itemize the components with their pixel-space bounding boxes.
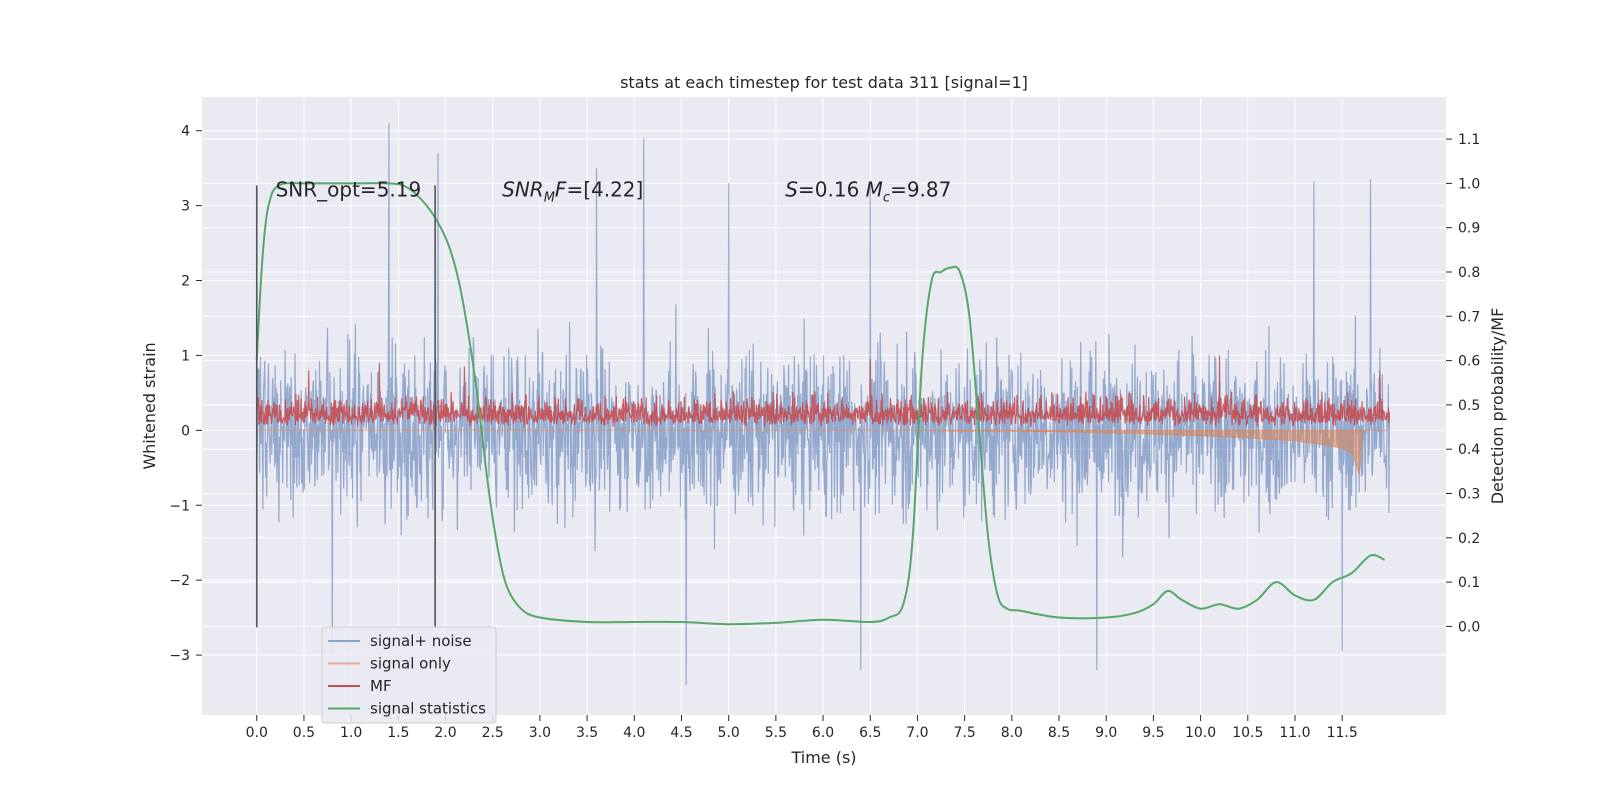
y-tick-label: 4 bbox=[181, 124, 190, 140]
x-tick-label: 11.5 bbox=[1327, 725, 1358, 741]
x-tick-label: 9.0 bbox=[1095, 725, 1117, 741]
y-tick-label: 0 bbox=[181, 423, 190, 439]
signal-noise-series bbox=[256, 123, 1390, 686]
x-tick-label: 5.0 bbox=[718, 725, 740, 741]
x-tick-label: 9.5 bbox=[1142, 725, 1164, 741]
y-right-tick-label: 0.4 bbox=[1458, 442, 1480, 458]
mc-symbol: M bbox=[866, 178, 883, 202]
x-axis: 0.0 0.5 1.0 1.5 2.0 2.5 3.0 3.5 4.0 4.5 5.0 5.5 6.0 6… bbox=[246, 715, 1358, 741]
y-right-tick-label: 0.5 bbox=[1458, 398, 1480, 414]
s-symbol: S bbox=[785, 178, 798, 202]
legend-box bbox=[321, 626, 497, 724]
snr-subscript: M bbox=[544, 191, 555, 206]
legend-label: signal statistics bbox=[370, 700, 486, 718]
mf-series bbox=[256, 355, 1390, 428]
y-right-tick-label: 0.1 bbox=[1458, 575, 1480, 591]
x-tick-label: 1.5 bbox=[387, 725, 409, 741]
x-tick-label: 5.5 bbox=[765, 725, 787, 741]
x-tick-label: 6.0 bbox=[812, 725, 834, 741]
vertical-markers bbox=[255, 185, 436, 628]
x-tick-label: 11.0 bbox=[1279, 725, 1310, 741]
legend-label: MF bbox=[370, 677, 392, 695]
legend-label: signal+ noise bbox=[370, 632, 472, 650]
y-tick-label: 3 bbox=[181, 199, 190, 215]
y-axis-right: 0.0 0.1 0.2 0.3 0.4 0.5 0.6 0.7 0.8 0.9 1.0 1.1 bbox=[1446, 132, 1480, 635]
y-right-tick-label: 0.8 bbox=[1458, 265, 1480, 281]
y-right-tick-label: 0.9 bbox=[1458, 221, 1480, 237]
y-axis-title-left: Whitened strain bbox=[140, 342, 159, 469]
x-tick-label: 7.5 bbox=[954, 725, 976, 741]
x-tick-label: 0.0 bbox=[246, 725, 268, 741]
y-tick-label: −1 bbox=[169, 498, 190, 514]
signal-only-series bbox=[256, 429, 1390, 476]
y-right-tick-label: 0.3 bbox=[1458, 486, 1480, 502]
legend: signal+ noise signal only MF signal statist… bbox=[321, 626, 497, 724]
x-tick-label: 6.5 bbox=[859, 725, 881, 741]
snr-mf-annotation: SNRMF=[4.22] bbox=[502, 178, 643, 206]
y-tick-label: −2 bbox=[169, 573, 190, 589]
x-tick-label: 8.5 bbox=[1048, 725, 1070, 741]
y-tick-label: −3 bbox=[169, 648, 190, 664]
y-axis-left: −3 −2 −1 0 1 2 3 4 bbox=[169, 124, 202, 664]
s-value: =0.16 bbox=[798, 178, 866, 202]
s-mc-annotation: S=0.16 Mc=9.87 bbox=[785, 178, 951, 206]
y-axis-title-right: Detection probability/MF bbox=[1488, 308, 1507, 505]
y-right-tick-label: 0.7 bbox=[1458, 309, 1480, 325]
y-right-tick-label: 1.0 bbox=[1458, 176, 1480, 192]
x-tick-label: 10.0 bbox=[1185, 725, 1216, 741]
snr-opt-annotation: SNR_opt=5.19 bbox=[276, 178, 422, 202]
snr-symbol: SNR bbox=[502, 178, 544, 202]
series-layer bbox=[255, 123, 1390, 686]
x-axis-title: Time (s) bbox=[790, 748, 856, 767]
mc-value: =9.87 bbox=[890, 178, 951, 202]
x-tick-label: 7.0 bbox=[906, 725, 928, 741]
annotations: SNR_opt=5.19 SNRMF=[4.22] S=0.16 Mc=9.87 bbox=[276, 178, 952, 206]
mc-subscript: c bbox=[883, 191, 890, 206]
x-tick-label: 4.5 bbox=[670, 725, 692, 741]
x-tick-label: 3.0 bbox=[529, 725, 551, 741]
y-right-tick-label: 0.0 bbox=[1458, 619, 1480, 635]
x-tick-label: 8.0 bbox=[1001, 725, 1023, 741]
snr-mf-f: F bbox=[555, 178, 567, 202]
y-right-tick-label: 0.2 bbox=[1458, 531, 1480, 547]
signal-statistics-series bbox=[255, 182, 1386, 626]
legend-label: signal only bbox=[370, 655, 451, 673]
y-right-tick-label: 1.1 bbox=[1458, 132, 1480, 148]
y-right-tick-label: 0.6 bbox=[1458, 354, 1480, 370]
x-tick-label: 2.5 bbox=[482, 725, 504, 741]
x-tick-label: 4.0 bbox=[623, 725, 645, 741]
x-tick-label: 2.0 bbox=[434, 725, 456, 741]
y-tick-label: 1 bbox=[181, 348, 190, 364]
x-tick-label: 1.0 bbox=[340, 725, 362, 741]
x-tick-label: 10.5 bbox=[1232, 725, 1263, 741]
x-tick-label: 3.5 bbox=[576, 725, 598, 741]
chart-title: stats at each timestep for test data 311… bbox=[620, 73, 1028, 92]
y-tick-label: 2 bbox=[181, 274, 190, 290]
x-tick-label: 0.5 bbox=[293, 725, 315, 741]
snr-mf-value: =[4.22] bbox=[566, 178, 643, 202]
